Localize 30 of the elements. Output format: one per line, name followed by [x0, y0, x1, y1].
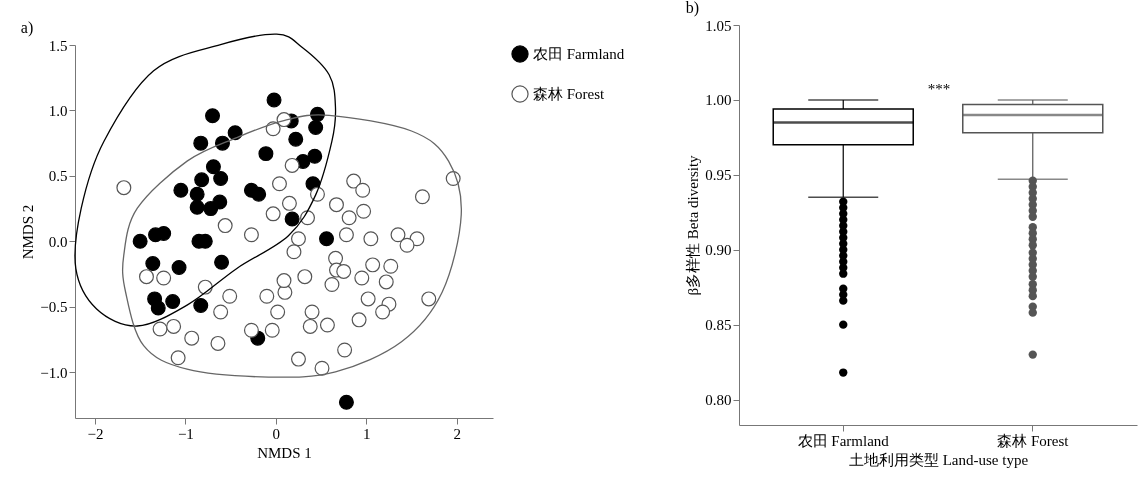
x-axis-title: 土地利用类型 Land-use type: [848, 451, 1029, 468]
x-tick-label: −2: [87, 425, 104, 442]
y-axis-title: NMDS 2: [20, 204, 37, 260]
legend-label: 农田 Farmland: [533, 46, 625, 62]
x-tick-label: 2: [453, 425, 462, 442]
y-tick-label: 1.05: [705, 17, 732, 34]
x-tick-label: 农田 Farmland: [797, 432, 890, 449]
x-axis-title: NMDS 1: [257, 444, 312, 461]
x-tick-label: 0: [272, 425, 281, 442]
y-tick-label: 0.95: [705, 167, 732, 184]
x-tick-label: −1: [177, 425, 194, 442]
y-tick-label: 1.00: [705, 92, 732, 109]
point: [338, 394, 354, 410]
chart-title: b): [685, 0, 700, 17]
x-tick-label: 森林 Forest: [997, 432, 1070, 449]
point: [266, 92, 282, 108]
x-tick-label: 1: [363, 425, 371, 442]
annotation: ***: [927, 81, 951, 97]
y-tick-label: 1.5: [48, 37, 68, 54]
y-tick-label: 0.80: [705, 392, 732, 409]
y-tick-label: 0.90: [705, 242, 732, 259]
y-tick-label: −1.0: [40, 364, 68, 381]
y-tick-label: 0.0: [48, 233, 68, 250]
y-tick-label: −0.5: [40, 299, 68, 316]
y-tick-label: 0.5: [48, 168, 68, 185]
y-axis-title: β多样性 Beta diversity: [685, 154, 702, 296]
legend-label: 森林 Forest: [533, 86, 606, 102]
y-tick-label: 0.85: [705, 317, 732, 334]
chart-title: a): [20, 19, 34, 37]
y-tick-label: 1.0: [48, 102, 68, 119]
